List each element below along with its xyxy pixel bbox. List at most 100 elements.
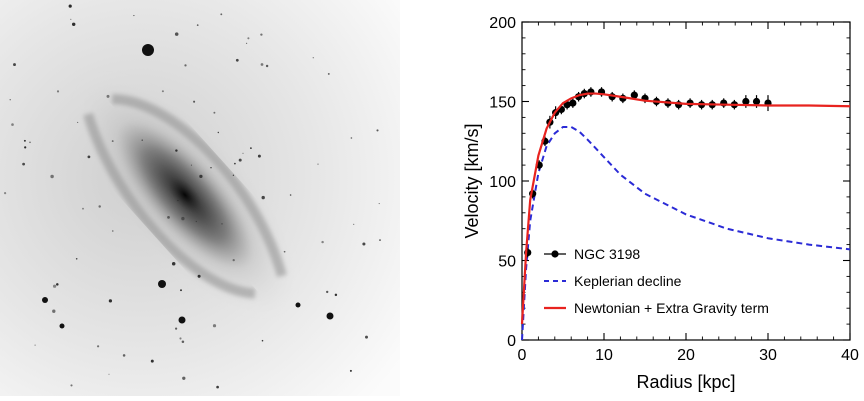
star — [327, 72, 330, 75]
star — [321, 240, 324, 244]
data-point — [569, 99, 577, 107]
star — [158, 280, 166, 288]
star — [56, 90, 60, 93]
star — [108, 373, 110, 375]
star — [179, 337, 182, 340]
legend-keplerian-label: Keplerian decline — [574, 273, 682, 289]
y-tick-label: 100 — [489, 174, 516, 191]
y-tick-label: 0 — [507, 333, 516, 350]
star — [234, 162, 236, 165]
star — [379, 239, 381, 242]
axis-tick-labels: 0 10 20 30 40 0 50 100 150 200 — [489, 15, 859, 364]
star — [265, 64, 269, 68]
star — [326, 290, 329, 294]
star — [232, 174, 235, 176]
x-tick-label: 10 — [595, 347, 613, 364]
star — [112, 230, 114, 232]
star — [56, 283, 59, 286]
x-tick-label: 30 — [759, 347, 777, 364]
star — [350, 137, 353, 139]
star — [242, 152, 244, 154]
axis-ticks — [521, 21, 851, 341]
star — [106, 94, 110, 98]
star — [75, 258, 78, 260]
star — [245, 42, 248, 45]
star — [50, 174, 54, 179]
star — [238, 158, 242, 162]
legend-extra-gravity-label: Newtonian + Extra Gravity term — [574, 300, 769, 316]
star — [261, 339, 264, 342]
star — [195, 220, 197, 223]
star — [77, 121, 79, 123]
star — [232, 258, 235, 262]
y-tick-label: 50 — [498, 254, 516, 271]
legend-ngc3198-label: NGC 3198 — [574, 246, 640, 262]
star — [175, 327, 178, 330]
star — [42, 297, 48, 303]
star — [210, 167, 212, 169]
x-tick-label: 40 — [841, 347, 859, 364]
star — [133, 15, 135, 17]
data-point — [630, 91, 638, 99]
star — [4, 192, 7, 195]
star — [70, 384, 73, 387]
star — [24, 146, 27, 149]
rotation-curve-chart: 0 10 20 30 40 0 50 100 150 200 Radius [kpc] Veloc… — [400, 0, 864, 396]
star — [220, 13, 223, 16]
x-tick-label: 0 — [518, 347, 527, 364]
star — [70, 18, 72, 21]
star — [13, 63, 16, 67]
star — [196, 24, 199, 26]
star — [52, 284, 57, 288]
star — [260, 33, 263, 36]
star — [141, 139, 143, 141]
star — [257, 154, 261, 158]
star — [142, 44, 154, 56]
star — [122, 354, 126, 357]
star — [181, 216, 185, 221]
star — [212, 324, 217, 328]
star — [199, 174, 203, 179]
star — [82, 207, 84, 210]
star — [9, 99, 11, 101]
star — [182, 376, 186, 380]
plot-frame — [521, 21, 851, 341]
galaxy-disk — [74, 76, 296, 314]
star — [197, 274, 201, 278]
star-field — [4, 4, 381, 389]
star — [295, 302, 301, 308]
star — [217, 131, 219, 134]
star — [175, 149, 178, 152]
star — [71, 22, 76, 27]
star — [289, 194, 292, 196]
star — [171, 262, 176, 266]
star — [181, 340, 185, 343]
x-tick-label: 20 — [677, 347, 695, 364]
data-point — [742, 97, 750, 106]
star — [23, 139, 26, 142]
star — [29, 141, 31, 144]
extra-gravity-line — [520, 92, 851, 325]
star — [260, 63, 264, 66]
star — [52, 309, 56, 313]
star — [59, 323, 65, 329]
star — [353, 223, 355, 226]
star — [174, 32, 179, 36]
star — [283, 250, 286, 253]
star — [11, 123, 14, 126]
star — [161, 90, 164, 93]
star — [68, 4, 72, 8]
star — [326, 312, 334, 320]
star — [190, 164, 192, 166]
star — [362, 242, 366, 246]
chart-svg: 0 10 20 30 40 0 50 100 150 200 Radius [kpc] Veloc… — [462, 15, 859, 392]
star — [216, 385, 219, 389]
star — [180, 289, 182, 292]
star — [108, 299, 113, 303]
x-axis-label: Radius [kpc] — [636, 372, 735, 392]
star — [317, 163, 319, 165]
star — [261, 195, 265, 200]
legend: NGC 3198 Keplerian decline Newtonian + Ext… — [544, 246, 769, 316]
star — [235, 58, 239, 62]
star — [221, 223, 223, 225]
